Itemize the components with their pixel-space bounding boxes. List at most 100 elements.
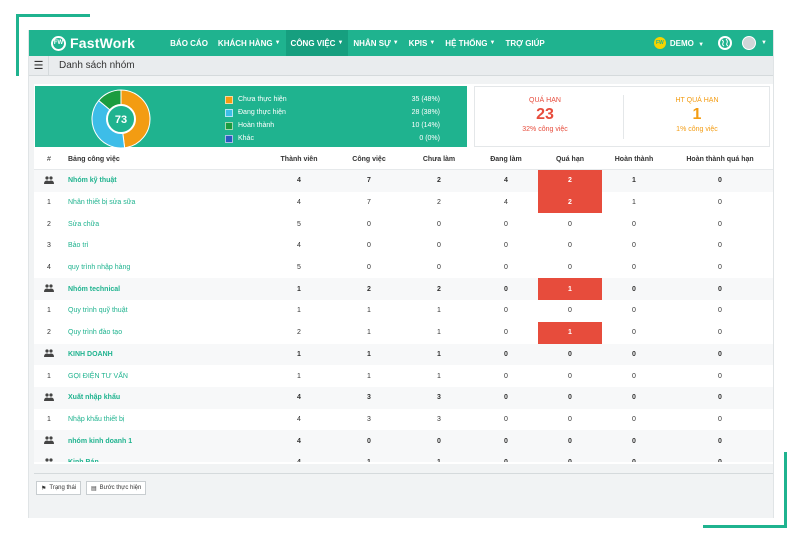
cell-doing: 0	[504, 307, 508, 315]
table-body: Nhóm kỹ thuật 4 7 2 4 2 1 0 1 Nhân thiết bị sửa s…	[34, 170, 773, 462]
column-header[interactable]: Quá hạn	[555, 156, 584, 163]
group-row[interactable]: Kinh Bán4110000	[34, 451, 773, 462]
nav-item[interactable]: KHÁCH HÀNG ▼	[213, 30, 286, 56]
company-label: DEMO	[669, 38, 694, 48]
legend-item: Hoàn thành 10 (14%)	[225, 119, 440, 132]
cell-doing: 0	[504, 285, 508, 293]
cell-todo: 0	[437, 264, 441, 272]
nav-item[interactable]: HỆ THỐNG ▼	[440, 30, 500, 56]
table-row[interactable]: 2 Quy trình đào tạo 2 1 1 0 1 0 0	[34, 321, 773, 344]
top-navbar: FW FastWork BÁO CÁO KHÁCH HÀNG ▼ CÔNG VIỆC ▼…	[29, 30, 773, 56]
column-header[interactable]: Hoàn thành	[614, 156, 654, 163]
column-header[interactable]: Thành viên	[280, 156, 318, 163]
chevron-down-icon: ▼	[429, 40, 436, 46]
table-row[interactable]: 3 Bảo trì 4 0 0 0 0 0 0	[34, 235, 773, 257]
board-name-link[interactable]: Quy trình đào tạo	[68, 329, 123, 337]
table-row[interactable]: 2 Sửa chữa 5 0 0 0 0 0 0	[34, 213, 773, 235]
cell-todo: 2	[437, 177, 441, 185]
table-row[interactable]: 1 Nhập khẩu thiết bị 4 3 3 0 0 0 0	[34, 409, 773, 431]
board-name-link[interactable]: GỌI ĐIỆN TƯ VẤN	[68, 372, 128, 380]
cell-todo: 1	[437, 350, 441, 358]
fastwork-logo[interactable]: FW FastWork	[51, 35, 135, 51]
group-row[interactable]: Xuất nhập khẩu 4 3 3 0 0 0 0	[34, 386, 773, 409]
cell-overdue: 0	[568, 264, 572, 272]
cell-done-overdue: 0	[718, 437, 722, 445]
nav-item[interactable]: NHÂN SỰ ▼	[348, 30, 403, 56]
cell-done: 0	[602, 459, 666, 462]
group-name-link[interactable]: nhóm kinh doanh 1	[68, 437, 133, 445]
group-row[interactable]: Nhóm kỹ thuật 4 7 2 4 2 1 0	[34, 170, 773, 192]
cell-doing: 4	[504, 177, 508, 185]
column-header[interactable]: #	[47, 156, 51, 163]
nav-item-label: CÔNG VIỆC	[290, 38, 336, 48]
status-legend: Chưa thực hiện 35 (48%) Đang thực hiện 28 (…	[225, 93, 440, 145]
row-icon-cell	[34, 458, 64, 462]
group-people-icon	[44, 284, 54, 293]
step-view-button[interactable]: ▤ Bước thực hiện	[86, 481, 147, 495]
group-name-link[interactable]: Xuất nhập khẩu	[68, 394, 121, 402]
status-view-button[interactable]: ⚑ Trạng thái	[36, 481, 82, 495]
table-row[interactable]: 1 Nhân thiết bị sửa sữa 4 7 2 4 2 1 0	[34, 191, 773, 214]
group-name-link[interactable]: KINH DOANH	[68, 350, 113, 358]
cell-done: 0	[632, 350, 636, 358]
chevron-down-icon: ▼	[489, 40, 496, 46]
group-name-link[interactable]: Kinh Bán	[64, 459, 264, 462]
cell-tasks: 0	[367, 264, 371, 272]
nav-item[interactable]: TRỢ GIÚP	[500, 30, 549, 56]
company-switcher[interactable]: DEMO ▼	[670, 39, 704, 48]
cell-tasks: 2	[367, 285, 371, 293]
board-name-link[interactable]: Quy trình quỹ thuật	[68, 307, 128, 315]
cell-tasks: 1	[367, 372, 371, 380]
cell-members: 1	[297, 372, 301, 380]
column-header[interactable]: Hoàn thành quá hạn	[686, 156, 754, 163]
table-row[interactable]: 1 GỌI ĐIỆN TƯ VẤN 1 1 1 0 0 0 0	[34, 365, 773, 387]
overdue-percent: 32% công việc	[522, 126, 568, 133]
cell-overdue: 0	[568, 242, 572, 250]
column-header[interactable]: Chưa làm	[422, 156, 456, 163]
board-name-link[interactable]: Nhân thiết bị sửa sữa	[68, 199, 136, 207]
cell-todo: 1	[404, 459, 474, 462]
board-name-link[interactable]: Bảo trì	[68, 242, 89, 250]
board-name-link[interactable]: quy trình nhập hàng	[68, 264, 131, 272]
user-avatar[interactable]	[742, 36, 757, 50]
cell-doing: 0	[504, 437, 508, 445]
language-globe-icon[interactable]	[718, 36, 733, 50]
cell-done: 0	[632, 220, 636, 228]
cell-members: 4	[297, 394, 301, 402]
legend-item: Chưa thực hiện 35 (48%)	[225, 93, 440, 106]
table-row[interactable]: 1 Quy trình quỹ thuật 1 1 1 0 0 0 0	[34, 300, 773, 322]
legend-label: Đang thực hiện	[238, 109, 286, 116]
cell-members: 2	[297, 329, 301, 337]
board-name-link[interactable]: Sửa chữa	[68, 220, 100, 228]
nav-item[interactable]: CÔNG VIỆC ▼	[285, 30, 349, 56]
table-row[interactable]: 4 quy trình nhập hàng 5 0 0 0 0 0 0	[34, 257, 773, 279]
frame-corner-bottom-right	[703, 525, 787, 528]
group-row[interactable]: nhóm kinh doanh 1 4 0 0 0 0 0 0	[34, 430, 773, 452]
flag-icon: ⚑	[41, 485, 47, 492]
column-header[interactable]: Công việc	[352, 156, 386, 163]
group-name-link[interactable]: Nhóm technical	[68, 285, 121, 293]
cell-done: 0	[632, 415, 636, 423]
nav-item[interactable]: KPIS ▼	[404, 30, 441, 56]
cell-overdue: 0	[568, 437, 572, 445]
board-name-link[interactable]: Nhập khẩu thiết bị	[68, 415, 125, 423]
group-name-link[interactable]: Nhóm kỹ thuật	[68, 177, 117, 185]
cell-overdue: 0	[568, 220, 572, 228]
cell-tasks: 0	[367, 242, 371, 250]
row-icon-cell	[34, 393, 64, 403]
legend-value: 28 (38%)	[411, 109, 440, 116]
group-row[interactable]: KINH DOANH 1 1 1 0 0 0 0	[34, 343, 773, 366]
user-menu-chevron-icon[interactable]: ▼	[761, 40, 767, 46]
cell-tasks: 1	[367, 307, 371, 315]
column-header[interactable]: Bảng công việc	[68, 156, 120, 163]
hamburger-menu-icon[interactable]: ☰	[29, 55, 49, 76]
cell-done-overdue: 0	[718, 177, 722, 185]
group-row[interactable]: Nhóm technical 1 2 2 0 1 0 0	[34, 278, 773, 301]
cell-tasks: 1	[334, 459, 404, 462]
done-overdue-stat[interactable]: HT QUÁ HẠN 1 1% công việc	[627, 97, 767, 133]
nav-item[interactable]: BÁO CÁO	[165, 30, 213, 56]
legend-swatch	[225, 134, 233, 143]
column-header[interactable]: Đang làm	[490, 156, 522, 163]
overdue-stat[interactable]: QUÁ HẠN 23 32% công việc	[475, 97, 615, 133]
row-index: 2	[47, 329, 51, 337]
